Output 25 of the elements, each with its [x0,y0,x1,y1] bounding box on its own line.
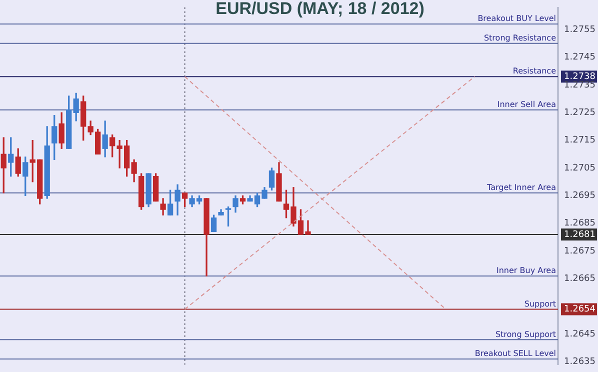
ref-line-label: Inner Buy Area [496,266,556,276]
y-tick-label: 1.2715 [564,136,596,146]
y-tick-label: 1.2695 [564,191,596,202]
ref-line-label: Strong Support [495,330,556,339]
y-tick-label: 1.2654 [564,304,596,315]
ref-line-label: Inner Sell Area [497,100,556,109]
y-tick-label: 1.2755 [564,24,596,35]
ref-line-label: Resistance [512,66,556,76]
y-tick-label: 1.2725 [564,108,596,118]
y-tick-label: 1.2735 [564,80,596,90]
ref-line-label: Target Inner Area [486,183,556,192]
y-tick-label: 1.2635 [564,357,596,368]
y-tick-label: 1.2738 [564,72,596,82]
ref-line-label: Support [524,299,556,308]
y-tick-label: 1.2665 [564,274,596,284]
ref-line-label: Strong Resistance [484,33,556,42]
y-tick-label: 1.2681 [564,230,596,240]
chart-title: EUR/USD (MAY; 18 / 2012) [216,0,424,18]
y-tick-label: 1.2645 [564,329,596,340]
ref-line-label: Breakout BUY Level [478,14,556,24]
ref-line-label: Breakout SELL Level [474,349,556,358]
y-tick-label: 1.2685 [564,218,596,229]
y-tick-label: 1.2675 [564,246,596,256]
y-tick-label: 1.2705 [564,163,596,174]
y-tick-label: 1.2745 [564,52,596,63]
